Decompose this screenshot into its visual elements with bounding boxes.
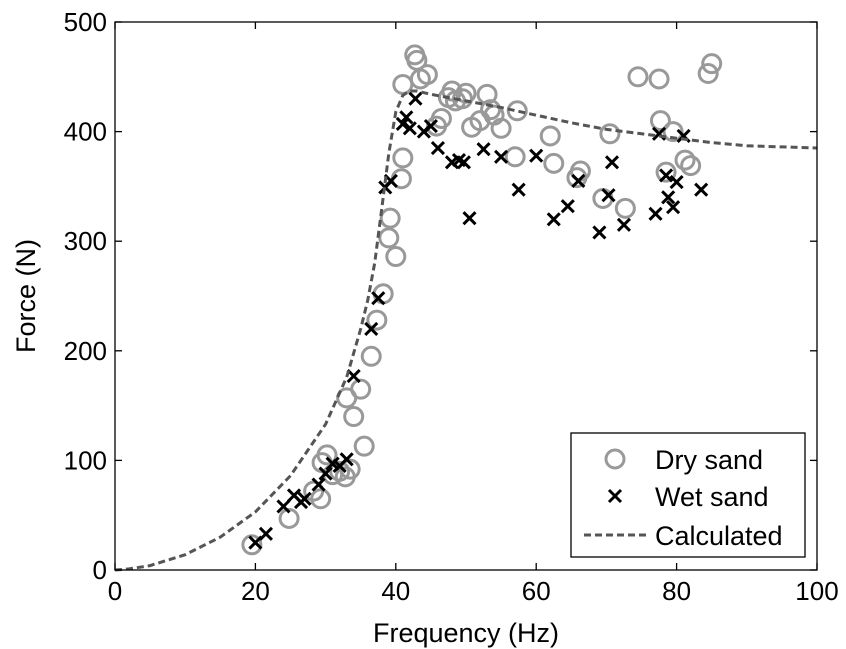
data-point-dry-sand	[392, 147, 414, 169]
data-point-wet-sand	[592, 225, 607, 240]
y-tick-label: 200	[64, 336, 107, 366]
data-point-dry-sand	[504, 146, 526, 168]
axes-frame	[114, 21, 818, 571]
data-point-dry-sand	[385, 246, 407, 268]
data-point-wet-sand	[297, 491, 312, 506]
data-point-dry-sand	[649, 110, 671, 132]
calculated-curve	[114, 89, 818, 572]
data-point-wet-sand	[423, 119, 438, 134]
data-point-wet-sand	[371, 291, 386, 306]
y-axis-title: Force (N)	[11, 239, 41, 353]
x-tick-label: 40	[381, 576, 410, 606]
data-point-wet-sand	[364, 321, 379, 336]
data-point-wet-sand	[601, 188, 616, 203]
data-point-wet-sand	[430, 140, 445, 156]
data-point-dry-sand	[655, 161, 677, 183]
data-point-dry-sand	[543, 152, 565, 174]
legend: Dry sand Wet sand Calculated	[570, 432, 806, 558]
data-point-dry-sand	[539, 125, 561, 147]
data-point-dry-sand	[680, 155, 702, 177]
legend-label-dry-sand: Dry sand	[655, 445, 763, 475]
x-tick-label: 0	[108, 576, 122, 606]
data-point-dry-sand	[430, 107, 452, 129]
data-point-dry-sand	[614, 197, 636, 219]
data-point-dry-sand	[353, 435, 375, 457]
data-point-dry-sand	[701, 53, 723, 75]
legend-marker-dry-sand	[604, 448, 626, 470]
x-tick-label: 80	[662, 576, 691, 606]
data-point-wet-sand	[648, 206, 663, 221]
data-point-wet-sand	[456, 155, 471, 170]
data-point-wet-sand	[661, 190, 676, 205]
axis-ticks: 0 20 40 60 80 100 0 100 200 300 400 500	[64, 7, 839, 606]
data-point-wet-sand	[462, 211, 477, 226]
data-point-wet-sand	[318, 466, 333, 481]
legend-label-calculated: Calculated	[655, 521, 783, 551]
data-point-wet-sand	[399, 110, 414, 125]
y-tick-label: 500	[64, 7, 107, 37]
x-axis-title: Frequency (Hz)	[373, 618, 559, 648]
data-point-dry-sand	[674, 149, 696, 171]
data-point-dry-sand	[310, 488, 332, 510]
data-point-wet-sand	[666, 200, 681, 215]
data-point-wet-sand	[276, 499, 291, 514]
data-point-dry-sand	[316, 444, 338, 466]
data-point-wet-sand	[311, 477, 326, 492]
y-tick-label: 0	[93, 555, 107, 585]
legend-entry-wet-sand: Wet sand	[607, 482, 769, 512]
data-point-dry-sand	[343, 406, 365, 428]
data-point-wet-sand	[659, 168, 674, 183]
data-point-wet-sand	[616, 217, 632, 232]
legend-label-wet-sand: Wet sand	[655, 482, 769, 512]
data-point-wet-sand	[402, 121, 417, 136]
data-point-dry-sand	[350, 378, 372, 400]
data-point-dry-sand	[662, 121, 684, 143]
data-point-wet-sand	[339, 452, 354, 467]
data-point-dry-sand	[648, 68, 670, 90]
data-point-wet-sand	[560, 199, 575, 214]
data-point-wet-sand	[694, 182, 709, 197]
data-point-wet-sand	[494, 149, 509, 164]
data-point-dry-sand	[416, 64, 438, 86]
plot-area	[114, 44, 818, 572]
y-tick-label: 400	[64, 117, 107, 147]
data-point-dry-sand	[278, 507, 300, 529]
x-tick-label: 20	[241, 576, 270, 606]
data-point-wet-sand	[669, 174, 684, 190]
data-point-dry-sand	[360, 345, 382, 367]
data-point-dry-sand	[697, 63, 719, 85]
data-point-dry-sand	[379, 207, 401, 229]
data-point-wet-sand	[511, 182, 526, 197]
data-point-dry-sand	[329, 460, 351, 482]
x-tick-label: 60	[522, 576, 551, 606]
series-wet-sand	[248, 91, 709, 550]
data-point-wet-sand	[258, 526, 273, 541]
legend-marker-wet-sand	[607, 488, 623, 504]
data-point-dry-sand	[469, 110, 491, 132]
data-point-dry-sand	[366, 309, 388, 331]
x-tick-label: 100	[795, 576, 838, 606]
y-tick-label: 300	[64, 226, 107, 256]
data-point-wet-sand	[571, 173, 586, 188]
legend-entry-calculated: Calculated	[584, 521, 783, 551]
data-point-dry-sand	[506, 100, 528, 122]
data-point-dry-sand	[599, 123, 621, 145]
data-point-dry-sand	[627, 66, 649, 88]
data-point-wet-sand	[408, 91, 423, 106]
series-calculated	[114, 89, 818, 572]
data-point-dry-sand	[241, 534, 263, 556]
legend-entry-dry-sand: Dry sand	[604, 445, 763, 475]
data-point-wet-sand	[476, 142, 491, 157]
y-tick-label: 100	[64, 445, 107, 475]
data-point-dry-sand	[490, 117, 512, 139]
data-point-wet-sand	[546, 212, 561, 227]
data-point-dry-sand	[378, 227, 400, 249]
data-point-wet-sand	[604, 155, 620, 170]
data-point-wet-sand	[529, 148, 544, 163]
